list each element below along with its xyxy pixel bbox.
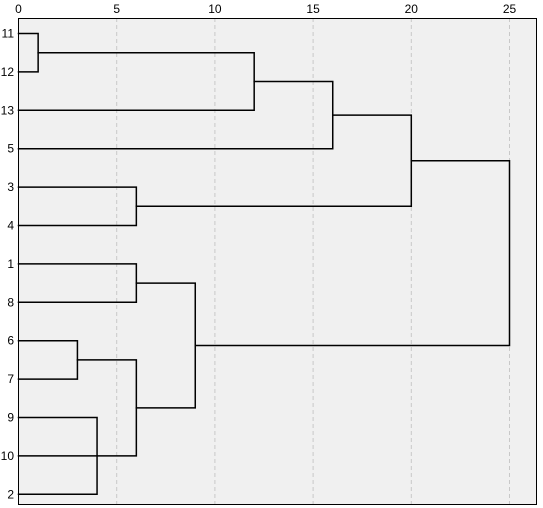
plot-frame [18,18,537,505]
leaf-label-9: 9 [7,411,14,425]
x-tick-label-20: 20 [405,2,419,16]
leaf-label-7: 7 [7,372,14,386]
dendrogram-links [17,32,511,496]
x-tick-label-25: 25 [503,2,517,16]
merge-link-c11 [194,159,511,347]
leaf-label-4: 4 [7,219,14,233]
leaf-label-1: 1 [7,257,14,271]
leaf-label-12: 12 [1,65,15,79]
leaf-label-8: 8 [7,295,14,309]
leaf-label-5: 5 [7,142,14,156]
plot-area [18,18,537,505]
x-tick-label-0: 0 [15,2,22,16]
merge-link-c9 [17,359,138,457]
leaf-labels: 11 12 13 5 3 4 1 8 6 7 9 10 2 [1,27,15,502]
leaf-label-10: 10 [1,449,15,463]
x-tick-label-10: 10 [208,2,222,16]
x-tick-label-15: 15 [306,2,320,16]
x-tick-label-5: 5 [113,2,120,16]
leaf-label-11: 11 [2,27,15,41]
leaf-label-13: 13 [1,103,15,117]
leaf-label-6: 6 [7,334,14,348]
leaf-label-3: 3 [7,180,14,194]
x-axis-ticks: 0 5 10 15 20 25 [15,2,516,16]
leaf-label-2: 2 [7,487,14,501]
